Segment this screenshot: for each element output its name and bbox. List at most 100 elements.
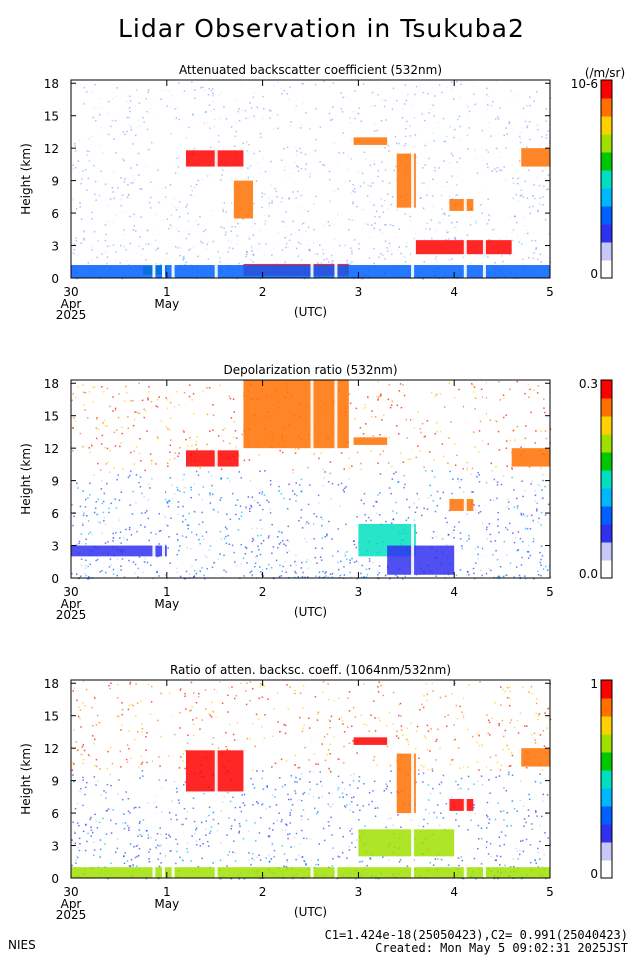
noise-dot xyxy=(184,767,186,770)
noise-dot xyxy=(269,512,272,514)
noise-dot xyxy=(300,151,302,154)
colorbar-segment xyxy=(601,188,612,207)
noise-dot xyxy=(538,184,541,187)
noise-dot xyxy=(101,570,103,572)
noise-dot xyxy=(446,86,448,88)
noise-dot xyxy=(138,847,141,850)
noise-dot xyxy=(440,812,442,814)
noise-dot xyxy=(496,855,498,857)
noise-dot xyxy=(352,111,354,113)
noise-dot xyxy=(363,723,365,725)
chart-panel-3: Ratio of atten. backsc. coeff. (1064nm/5… xyxy=(19,663,613,922)
noise-dot xyxy=(271,552,273,554)
noise-dot xyxy=(329,472,332,475)
noise-dot xyxy=(102,817,104,820)
colorbar xyxy=(600,679,613,879)
colorbar-segment xyxy=(601,416,612,435)
noise-dot xyxy=(121,278,124,280)
noise-dot xyxy=(126,100,128,103)
colorbar-frame xyxy=(600,679,613,879)
noise-dot xyxy=(400,252,402,255)
noise-dot xyxy=(329,753,331,755)
noise-dot xyxy=(123,576,126,578)
noise-dot xyxy=(532,205,534,208)
noise-dot xyxy=(540,558,542,561)
noise-dot xyxy=(128,528,131,531)
noise-dot xyxy=(538,517,540,520)
noise-dot xyxy=(295,247,298,250)
noise-dot xyxy=(156,436,159,438)
noise-dot xyxy=(210,826,213,828)
noise-dot xyxy=(437,804,439,806)
noise-dot xyxy=(88,576,90,578)
noise-dot xyxy=(419,197,421,199)
noise-dot xyxy=(251,496,254,498)
data-gap xyxy=(334,80,338,278)
noise-dot xyxy=(140,755,142,758)
noise-dot xyxy=(426,420,429,422)
noise-dot xyxy=(189,573,191,575)
noise-dot xyxy=(512,197,514,200)
noise-dot xyxy=(492,100,494,103)
noise-dot xyxy=(200,240,202,243)
noise-dot xyxy=(95,758,98,761)
noise-dot xyxy=(537,210,539,213)
noise-dot xyxy=(209,494,211,496)
noise-dot xyxy=(403,394,406,397)
noise-dot xyxy=(392,87,395,90)
noise-dot xyxy=(530,685,533,688)
noise-dot xyxy=(228,247,231,249)
y-tick-label: 3 xyxy=(51,540,59,554)
noise-dot xyxy=(127,476,130,479)
noise-dot xyxy=(477,848,479,850)
noise-dot xyxy=(526,515,529,517)
noise-dot xyxy=(294,452,297,454)
noise-dot xyxy=(355,877,358,880)
noise-dot xyxy=(535,430,537,432)
noise-dot xyxy=(157,438,159,440)
noise-dot xyxy=(177,501,180,503)
noise-dot xyxy=(488,721,491,724)
noise-dot xyxy=(340,260,342,263)
noise-dot xyxy=(109,198,112,201)
noise-dot xyxy=(123,813,125,815)
noise-dot xyxy=(170,818,172,821)
noise-dot xyxy=(99,277,101,280)
noise-dot xyxy=(270,483,272,486)
noise-dot xyxy=(520,780,522,782)
noise-dot xyxy=(431,768,434,770)
noise-dot xyxy=(83,749,86,752)
noise-dot xyxy=(539,824,541,827)
noise-dot xyxy=(128,704,131,707)
noise-dot xyxy=(474,812,476,815)
noise-dot xyxy=(238,108,240,110)
noise-dot xyxy=(360,499,363,501)
noise-dot xyxy=(238,262,240,265)
y-tick-label: 9 xyxy=(51,475,59,489)
noise-dot xyxy=(330,497,332,500)
noise-dot xyxy=(138,829,141,831)
noise-dot xyxy=(544,712,546,714)
noise-dot xyxy=(506,812,509,814)
noise-dot xyxy=(439,497,442,500)
noise-dot xyxy=(325,575,327,577)
noise-dot xyxy=(133,216,135,218)
noise-dot xyxy=(170,850,173,852)
noise-dot xyxy=(370,160,372,163)
noise-dot xyxy=(364,404,366,406)
noise-dot xyxy=(82,680,85,683)
noise-dot xyxy=(363,683,365,685)
colorbar-segment xyxy=(601,380,612,399)
noise-dot xyxy=(102,152,104,154)
noise-dot xyxy=(364,825,366,827)
noise-dot xyxy=(374,215,376,218)
noise-dot xyxy=(236,499,239,501)
noise-dot xyxy=(232,492,234,495)
noise-dot xyxy=(451,492,453,495)
noise-dot xyxy=(247,176,250,179)
noise-dot xyxy=(380,119,383,122)
noise-dot xyxy=(526,105,528,107)
noise-dot xyxy=(481,212,483,214)
noise-dot xyxy=(98,821,101,824)
noise-dot xyxy=(346,259,348,262)
